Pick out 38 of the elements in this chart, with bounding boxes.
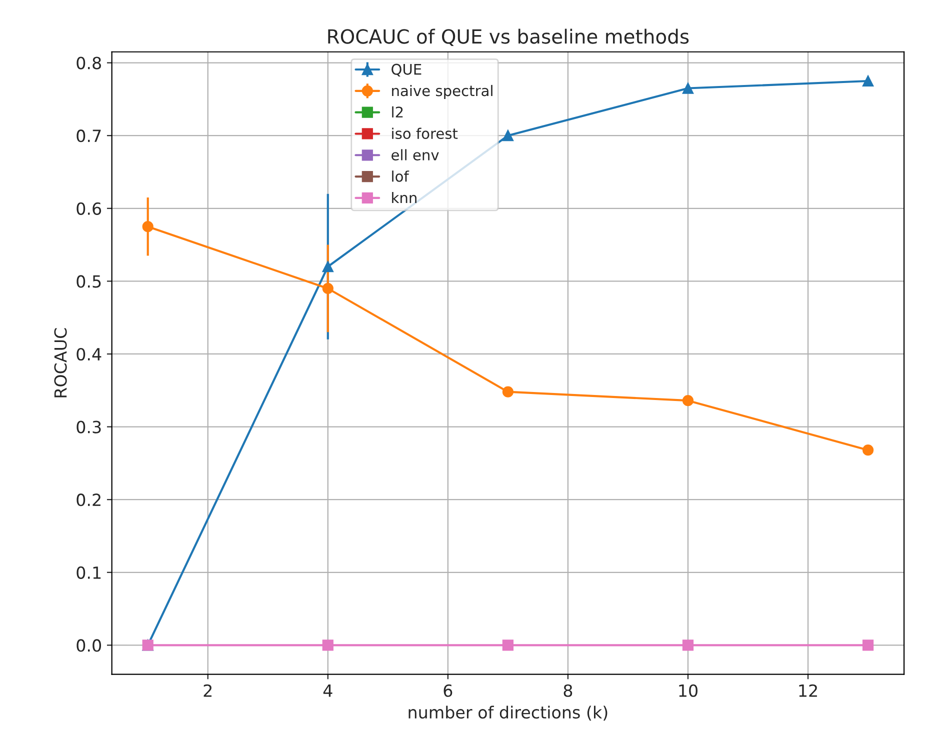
- point: [502, 640, 514, 651]
- x-tick-label: 4: [323, 684, 332, 697]
- y-tick-label: 0.1: [76, 566, 101, 579]
- point: [322, 282, 334, 294]
- legend-label: QUE: [392, 64, 422, 76]
- legend-label: ell env: [392, 149, 439, 160]
- point: [682, 82, 694, 94]
- point: [862, 640, 874, 651]
- point: [862, 75, 874, 87]
- y-tick-label: 0.7: [76, 130, 101, 142]
- point: [682, 640, 694, 651]
- chart-title: ROCAUC of QUE vs baseline methods: [328, 28, 689, 46]
- y-axis-title: ROCAUC: [54, 328, 67, 398]
- x-tick-label: 12: [799, 684, 817, 697]
- point: [862, 444, 874, 456]
- legend-label: lof: [392, 170, 410, 182]
- point: [502, 130, 514, 142]
- y-tick-label: 0.2: [76, 494, 100, 506]
- y-tick-label: 0.8: [76, 56, 101, 70]
- x-axis-title: number of directions (k): [408, 706, 608, 721]
- legend-label: naive spectral: [392, 84, 492, 100]
- x-tick-label: 6: [444, 684, 452, 697]
- x-tick-label: 2: [204, 684, 212, 697]
- point: [322, 640, 334, 651]
- y-tick-label: 0.0: [76, 639, 102, 652]
- y-tick-label: 0.3: [76, 420, 101, 434]
- y-tick-label: 0.4: [76, 348, 102, 361]
- y-tick-label: 0.5: [76, 275, 101, 288]
- legend-label: l2: [392, 106, 403, 118]
- point: [142, 221, 154, 232]
- x-tick-label: 8: [564, 684, 572, 697]
- y-tick-label: 0.6: [76, 202, 102, 215]
- legend-label: iso forest: [392, 128, 458, 140]
- x-tick-label: 10: [679, 684, 698, 697]
- legend-label: knn: [392, 192, 416, 204]
- point: [502, 386, 514, 398]
- point: [682, 395, 694, 406]
- point: [322, 261, 334, 272]
